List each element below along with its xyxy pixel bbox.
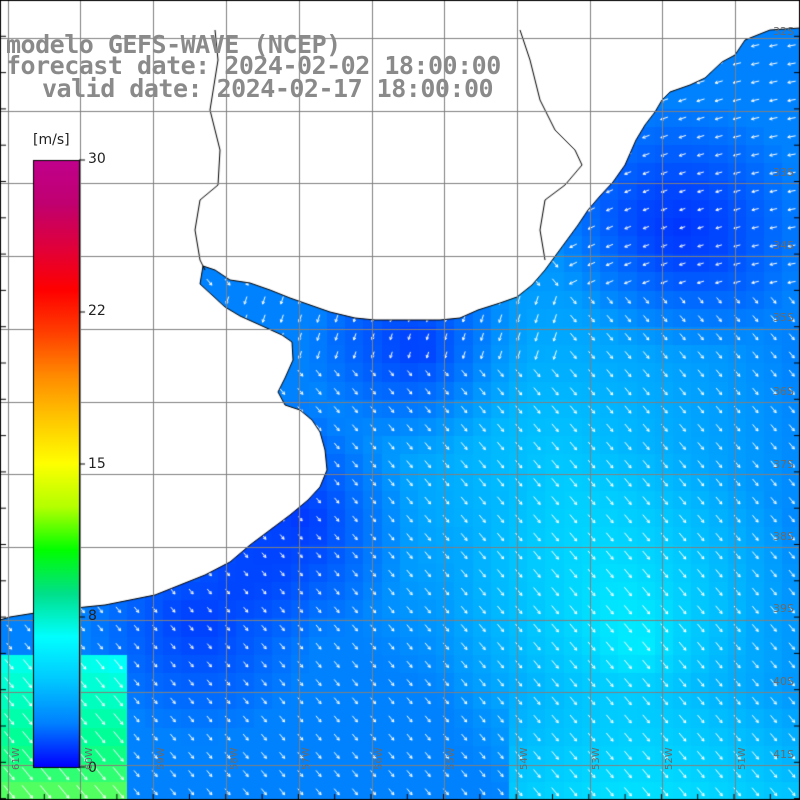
lat-label-38s: 38S (773, 530, 794, 543)
lon-label-56w: 56W (374, 747, 385, 770)
map-title: modelo GEFS-WAVE (NCEP) (6, 30, 341, 59)
lon-label-54w: 54W (519, 747, 530, 770)
colorbar-unit-label: [m/s] (33, 132, 70, 148)
lat-label-35s: 35S (773, 311, 794, 324)
lon-label-57w: 57W (301, 747, 312, 770)
lat-label-41s: 41S (773, 748, 794, 761)
lon-label-61w: 61W (11, 747, 22, 770)
colorbar-tick-30: 30 (88, 151, 106, 167)
colorbar-tick-15: 15 (88, 456, 106, 472)
lon-label-55w: 55W (446, 747, 457, 770)
lat-label-39s: 39S (773, 602, 794, 615)
lat-label-37s: 37S (773, 458, 794, 471)
forecast-date: forecast date: 2024-02-02 18:00:00 (6, 51, 501, 80)
lon-label-60w: 60W (84, 747, 95, 770)
lat-label-36s: 36S (773, 385, 794, 398)
colorbar-tick-8: 8 (88, 608, 97, 624)
lat-label-34s: 34S (773, 239, 794, 252)
lon-label-51w: 51W (737, 747, 748, 770)
lon-label-53w: 53W (591, 747, 602, 770)
lat-label-40s: 40S (773, 675, 794, 688)
colorbar-tick-0: 0 (88, 760, 97, 776)
valid-date: valid date: 2024-02-17 18:00:00 (42, 74, 494, 103)
colorbar-tick-22: 22 (88, 303, 106, 319)
lon-label-59w: 59W (156, 747, 167, 770)
lon-label-58w: 58W (229, 747, 240, 770)
lat-label-32s: 32S (773, 25, 794, 38)
lon-label-52w: 52W (664, 747, 675, 770)
lat-label-33s: 33S (773, 166, 794, 179)
